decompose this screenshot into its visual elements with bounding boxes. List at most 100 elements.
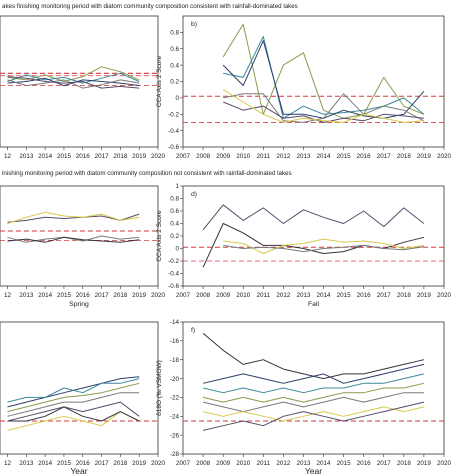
series-line [223, 238, 424, 254]
x-tick-label: 2014 [317, 292, 332, 299]
x-tick-label: 2015 [57, 292, 72, 299]
x-tick-label: 2011 [257, 153, 271, 160]
y-tick-label: 0 [175, 246, 179, 253]
x-tick-label: 2014 [38, 292, 53, 299]
x-tick-label: 2016 [357, 153, 372, 160]
y-tick-label: 0 [175, 95, 179, 102]
x-tick-label: 2012 [276, 292, 291, 299]
x-axis-title: Year [305, 466, 322, 474]
x-tick-label: 2010 [236, 153, 251, 160]
plot-frame [182, 185, 445, 287]
series-line [202, 223, 425, 268]
y-tick-label: -18 [170, 357, 180, 364]
series-line [7, 382, 140, 413]
y-tick-label: -0.2 [168, 258, 179, 265]
series-line [223, 36, 425, 119]
x-tick-label: 2017 [95, 153, 110, 160]
x-tick-label: 2019 [132, 292, 147, 299]
panels-group: 12 2013 2014 2015 2016 2017 2018 2019 2020 2007 20… [0, 15, 452, 474]
y-tick-label: -24 [170, 413, 180, 420]
series-line [202, 382, 425, 403]
x-tick-label: 2013 [19, 153, 34, 160]
x-tick-label: 2019 [132, 460, 147, 467]
y-tick-label: 0.2 [170, 233, 179, 240]
x-tick-label: 2014 [38, 153, 53, 160]
y-axis-title: δ18O (‰ VSMOW) [156, 360, 163, 416]
x-tick-label: 2008 [196, 153, 211, 160]
x-tick-label: 2016 [76, 460, 91, 467]
series-line [202, 363, 425, 384]
y-tick-label: -0.4 [168, 128, 179, 135]
x-tick-label: 2015 [57, 153, 72, 160]
x-tick-label: 2011 [257, 460, 271, 467]
x-tick-label: 2014 [38, 460, 53, 467]
series-line [202, 204, 425, 231]
x-tick-label: 2018 [113, 153, 128, 160]
x-tick-label: 2015 [337, 460, 352, 467]
series-line [7, 235, 140, 243]
series-line [223, 93, 425, 123]
series-line [7, 76, 140, 89]
x-tick-label: 2017 [377, 153, 392, 160]
y-tick-label: -28 [170, 451, 180, 458]
x-tick-label: 2018 [397, 292, 412, 299]
x-tick-label: 2015 [57, 460, 72, 467]
y-tick-label: -0.2 [168, 111, 179, 118]
series-line [7, 411, 140, 431]
series-line [7, 79, 140, 89]
x-tick-label: 12 [4, 292, 12, 299]
x-tick-label: 2017 [377, 292, 392, 299]
series-line [202, 401, 425, 431]
panel-c: 12 2013 2014 2015 2016 2017 2018 2019 2020 Spring [0, 185, 166, 308]
x-tick-label: 2007 [176, 292, 191, 299]
x-tick-label: 2014 [317, 460, 332, 467]
x-tick-label: 2020 [437, 292, 452, 299]
x-tick-label: 2017 [377, 460, 392, 467]
x-tick-label: 2020 [437, 460, 452, 467]
series-line [223, 244, 424, 253]
x-tick-label: 2020 [151, 292, 166, 299]
series-line [7, 406, 140, 422]
y-tick-label: -0.6 [168, 283, 179, 290]
x-tick-label: 2016 [76, 153, 91, 160]
series-line [7, 66, 140, 82]
y-tick-label: -16 [170, 338, 180, 345]
y-tick-label: -26 [170, 432, 180, 439]
series-line [7, 213, 140, 223]
y-tick-label: -14 [170, 319, 180, 326]
x-tick-label: 2013 [19, 292, 34, 299]
y-tick-label: 0.8 [170, 30, 179, 37]
x-tick-label: 2017 [95, 460, 110, 467]
x-tick-label: 2020 [151, 153, 166, 160]
y-tick-label: 1 [175, 183, 179, 190]
x-tick-label: 2009 [216, 153, 231, 160]
x-tick-label: 2014 [317, 153, 332, 160]
series-line [7, 72, 140, 84]
y-tick-label: 0.6 [170, 208, 179, 215]
y-axis-title: CCA Axis 2 Score [156, 55, 163, 107]
x-tick-label: 2013 [296, 153, 311, 160]
plot-frame [0, 15, 159, 148]
x-tick-label: 2018 [397, 153, 412, 160]
x-tick-label: 2019 [417, 292, 432, 299]
x-tick-label: 2018 [113, 460, 128, 467]
x-tick-label: 2007 [176, 460, 191, 467]
x-tick-label: 2017 [95, 292, 110, 299]
y-tick-label: 0.4 [170, 221, 179, 228]
x-tick-label: 2009 [216, 292, 231, 299]
y-tick-label: 0.6 [170, 46, 179, 53]
y-tick-label: 0.4 [170, 62, 179, 69]
panel-e: 12 2013 2014 2015 2016 2017 2018 2019 2020 Year [0, 321, 166, 474]
x-tick-label: 2020 [151, 460, 166, 467]
panel-a: 12 2013 2014 2015 2016 2017 2018 2019 2020 [0, 15, 166, 160]
series-line [223, 101, 424, 123]
y-tick-label: -0.6 [168, 144, 179, 151]
x-tick-label: 2008 [196, 292, 211, 299]
series-line [222, 23, 425, 119]
x-axis-title: Fall [308, 301, 319, 308]
x-axis-title: Year [70, 466, 87, 474]
x-tick-label: 2013 [296, 460, 311, 467]
y-tick-label: -0.4 [168, 271, 179, 278]
x-tick-label: 2016 [357, 460, 372, 467]
